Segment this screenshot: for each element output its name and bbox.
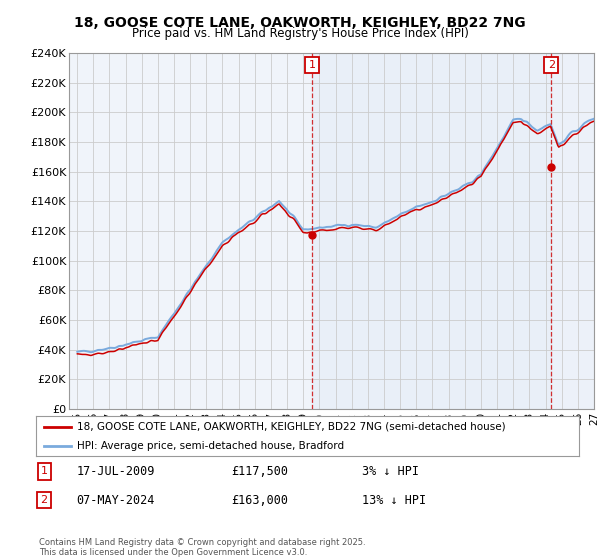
Text: £163,000: £163,000 [232,494,289,507]
Text: 18, GOOSE COTE LANE, OAKWORTH, KEIGHLEY, BD22 7NG: 18, GOOSE COTE LANE, OAKWORTH, KEIGHLEY,… [74,16,526,30]
Text: 07-MAY-2024: 07-MAY-2024 [77,494,155,507]
Text: 2: 2 [548,60,555,70]
Text: £117,500: £117,500 [232,465,289,478]
Text: HPI: Average price, semi-detached house, Bradford: HPI: Average price, semi-detached house,… [77,441,344,450]
Text: 3% ↓ HPI: 3% ↓ HPI [362,465,419,478]
Bar [312,53,551,409]
Text: 18, GOOSE COTE LANE, OAKWORTH, KEIGHLEY, BD22 7NG (semi-detached house): 18, GOOSE COTE LANE, OAKWORTH, KEIGHLEY,… [77,422,505,432]
Text: 1: 1 [41,466,47,477]
Text: 13% ↓ HPI: 13% ↓ HPI [362,494,426,507]
Bar [551,53,594,409]
Text: Contains HM Land Registry data © Crown copyright and database right 2025.
This d: Contains HM Land Registry data © Crown c… [39,538,365,557]
Text: 17-JUL-2009: 17-JUL-2009 [77,465,155,478]
Text: 2: 2 [41,495,48,505]
Text: Price paid vs. HM Land Registry's House Price Index (HPI): Price paid vs. HM Land Registry's House … [131,27,469,40]
Text: 1: 1 [308,60,316,70]
